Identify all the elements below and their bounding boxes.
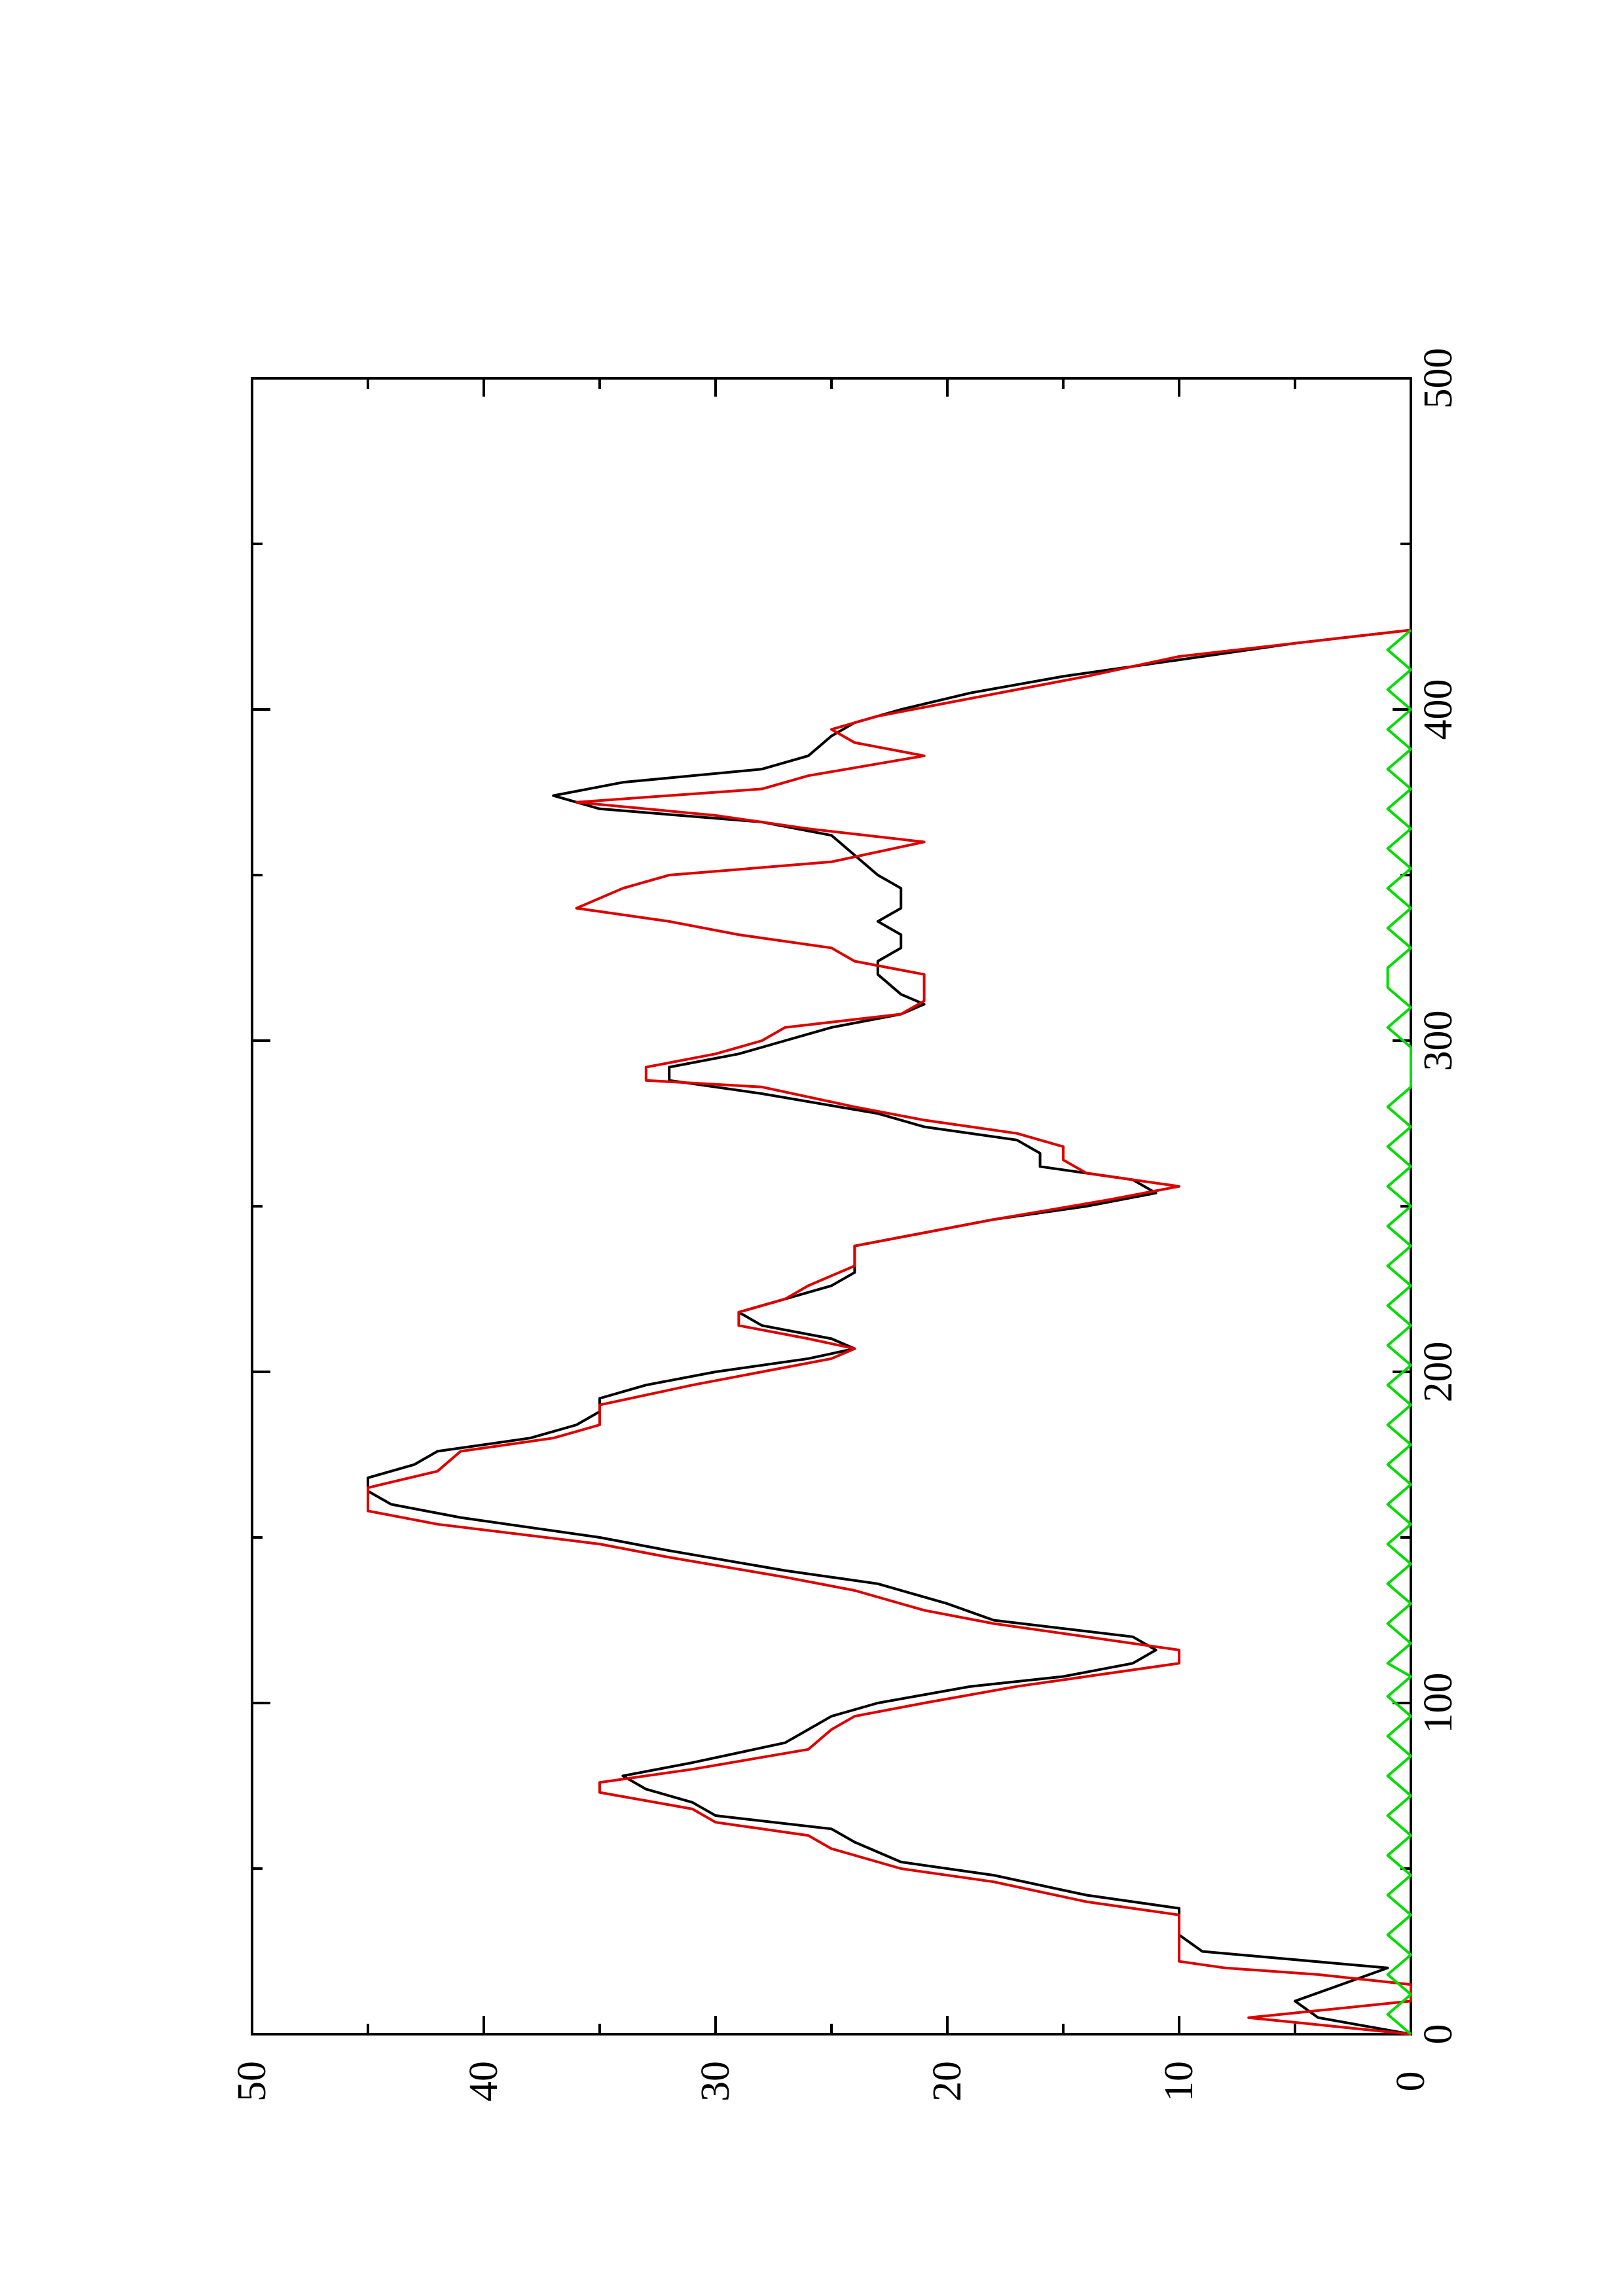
- y-axis-tick-labels: 0 10 20 30 40 50: [230, 2061, 1433, 2102]
- series-red-line: [367, 628, 1412, 2036]
- series-lines: [367, 628, 1412, 2036]
- x-tick-label: 400: [1416, 679, 1461, 740]
- x-tick-label: 0: [1416, 2024, 1461, 2045]
- x-axis-tick-labels: 0 100 200 300 400 500: [1416, 348, 1461, 2045]
- axis-ticks: [251, 377, 1412, 2036]
- y-tick-label: 40: [462, 2061, 506, 2102]
- y-tick-label: 0: [1389, 2072, 1433, 2092]
- series-black-line: [367, 628, 1412, 2036]
- y-tick-label: 30: [693, 2061, 738, 2102]
- x-tick-label: 500: [1416, 348, 1461, 409]
- y-tick-label: 50: [230, 2061, 274, 2102]
- plot-frame: [251, 377, 1412, 2036]
- x-tick-label: 100: [1416, 1673, 1461, 1734]
- series-green-line: [1386, 629, 1412, 2036]
- x-tick-label: 300: [1416, 1011, 1461, 1071]
- x-tick-label: 200: [1416, 1342, 1461, 1403]
- y-tick-label: 20: [925, 2061, 970, 2102]
- y-tick-label: 10: [1157, 2061, 1201, 2102]
